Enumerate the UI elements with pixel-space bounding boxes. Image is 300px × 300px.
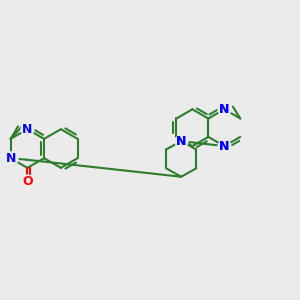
Text: O: O: [22, 175, 33, 188]
Text: N: N: [5, 152, 16, 165]
Text: O: O: [22, 175, 33, 188]
Text: N: N: [22, 123, 33, 136]
Text: N: N: [219, 140, 230, 153]
Text: N: N: [219, 140, 230, 153]
Text: N: N: [219, 103, 230, 116]
Text: N: N: [219, 103, 230, 116]
Text: N: N: [5, 152, 16, 165]
Text: N: N: [22, 123, 33, 136]
Text: N: N: [5, 152, 16, 165]
Text: N: N: [176, 135, 186, 148]
Text: N: N: [176, 135, 186, 148]
